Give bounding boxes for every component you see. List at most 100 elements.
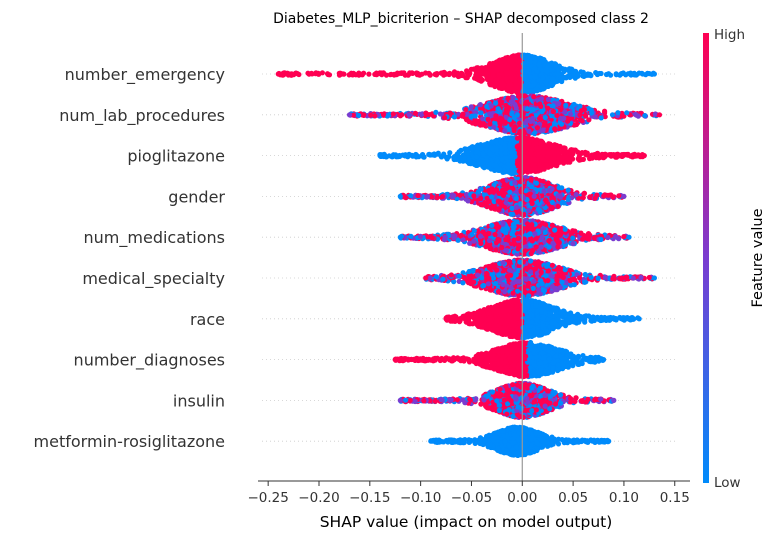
shap-point	[463, 107, 469, 113]
shap-point	[523, 74, 529, 80]
shap-point	[414, 72, 420, 78]
shap-point	[544, 123, 551, 129]
shap-point	[356, 112, 362, 119]
shap-point	[542, 114, 548, 121]
shap-point	[504, 65, 510, 71]
shap-point	[454, 151, 461, 157]
shap-point	[577, 112, 583, 118]
shap-point	[615, 110, 621, 116]
shap-point	[526, 128, 532, 134]
shap-point	[556, 154, 562, 160]
shap-point	[550, 108, 557, 115]
shap-point	[575, 71, 581, 77]
shap-point	[634, 153, 640, 159]
shap-point	[512, 153, 518, 160]
shap-point	[507, 70, 513, 76]
shap-point	[496, 72, 502, 78]
shap-point	[509, 149, 515, 155]
shap-point	[442, 71, 448, 77]
shap-point	[480, 150, 486, 157]
shap-point	[656, 112, 663, 118]
shap-point	[524, 163, 530, 169]
shap-point	[483, 65, 489, 71]
shap-point	[509, 166, 515, 173]
shap-point	[540, 74, 546, 80]
shap-point	[534, 125, 541, 131]
shap-point	[549, 75, 556, 82]
shap-point	[386, 153, 392, 159]
shap-point	[563, 102, 569, 108]
shap-point	[545, 96, 552, 103]
shap-point	[372, 113, 378, 119]
shap-point	[487, 121, 493, 127]
shap-point	[639, 70, 645, 76]
shap-point	[625, 152, 631, 158]
shap-point	[631, 72, 638, 78]
shap-point	[510, 62, 516, 68]
shap-point	[478, 110, 484, 116]
shap-point	[642, 113, 648, 119]
shap-point	[532, 66, 538, 72]
shap-point	[498, 139, 505, 145]
shap-point	[641, 153, 647, 159]
shap-point	[596, 152, 603, 158]
shap-point	[499, 157, 505, 163]
shap-point	[555, 146, 562, 152]
shap-point	[565, 150, 571, 156]
shap-point	[515, 163, 522, 169]
shap-point	[319, 70, 325, 76]
shap-point	[538, 96, 545, 102]
feature-row	[262, 93, 678, 137]
shap-point	[473, 121, 479, 127]
shap-point	[374, 72, 380, 78]
shap-point	[493, 116, 499, 122]
shap-point	[536, 148, 542, 154]
shap-point	[524, 140, 530, 146]
shap-point	[514, 143, 520, 150]
shap-point	[598, 115, 604, 121]
shap-point	[502, 120, 508, 126]
shap-point	[395, 71, 401, 77]
shap-point	[537, 101, 543, 107]
shap-point	[528, 83, 534, 89]
shap-point	[412, 110, 418, 116]
shap-point	[543, 79, 549, 85]
shap-point	[561, 74, 567, 80]
shap-point	[464, 70, 470, 76]
shap-point	[517, 168, 523, 175]
shap-point	[505, 107, 511, 113]
shap-point	[520, 68, 526, 74]
shap-point	[437, 111, 443, 117]
shap-point	[366, 71, 372, 77]
shap-point	[377, 153, 383, 159]
shap-point	[460, 72, 466, 79]
shap-point	[402, 72, 408, 78]
shap-point	[516, 93, 522, 99]
shap-point	[507, 74, 514, 80]
shap-point	[514, 135, 521, 141]
shap-point	[390, 111, 396, 117]
shap-point	[545, 105, 551, 111]
shap-point	[380, 70, 387, 76]
shap-point	[477, 102, 483, 108]
shap-point	[444, 156, 450, 162]
shap-point	[608, 72, 614, 78]
shap-point	[460, 111, 466, 117]
shap-point	[507, 82, 513, 88]
shap-point	[474, 154, 480, 160]
shap-point	[588, 73, 594, 79]
shap-point	[275, 71, 281, 77]
shap-point	[359, 71, 365, 77]
shap-point	[532, 74, 538, 80]
shap-point	[651, 71, 658, 77]
shap-point	[495, 67, 501, 73]
shap-point	[325, 71, 331, 78]
shap-point	[487, 151, 493, 157]
shap-point	[476, 77, 483, 83]
shap-point	[489, 139, 495, 145]
shap-point	[523, 100, 529, 106]
shap-point	[550, 103, 556, 109]
shap-point	[539, 165, 545, 171]
shap-point	[499, 146, 505, 152]
shap-point	[620, 70, 626, 76]
